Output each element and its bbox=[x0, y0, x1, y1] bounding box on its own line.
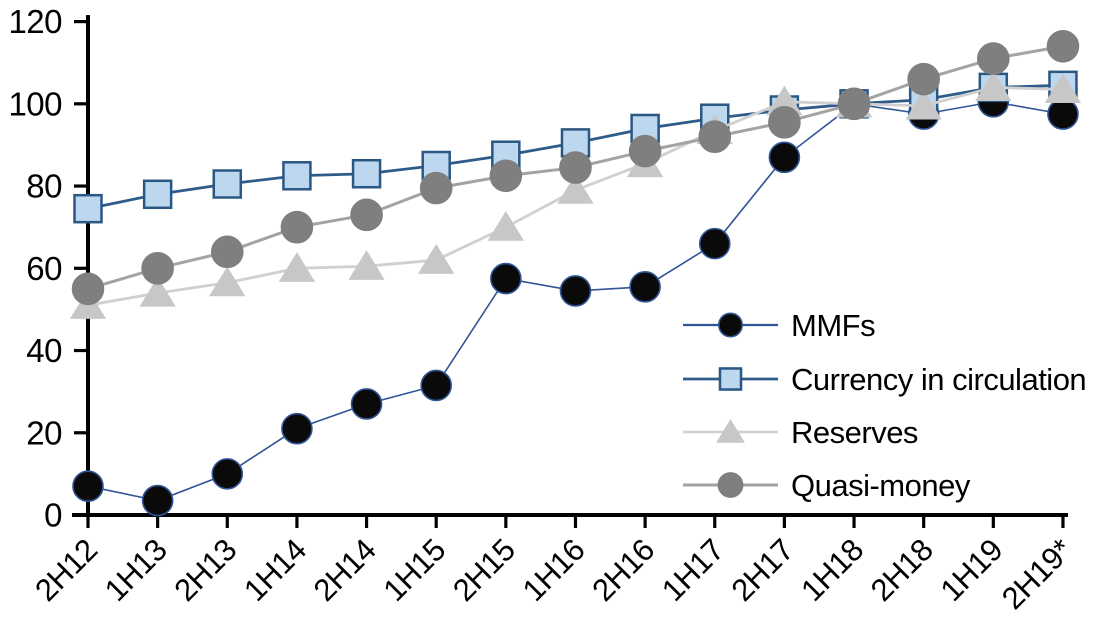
series-marker-currency-in-circulation bbox=[351, 158, 382, 189]
series-marker-reserves bbox=[1044, 73, 1082, 104]
series-marker-quasi-money bbox=[837, 87, 871, 121]
series-marker-mmfs bbox=[559, 275, 592, 307]
series-marker-mmfs bbox=[281, 412, 313, 445]
legend-item-currency-in-circulation: Currency in circulation bbox=[683, 362, 1087, 397]
x-tick-label: 1H14 bbox=[237, 532, 313, 608]
x-tick-label: 1H16 bbox=[516, 532, 592, 608]
series-marker-quasi-money bbox=[350, 198, 383, 232]
series-marker-quasi-money bbox=[907, 62, 940, 96]
series-marker-reserves bbox=[487, 211, 525, 241]
legend-marker-currency-in-circulation bbox=[718, 367, 743, 391]
series-marker-mmfs bbox=[490, 262, 522, 295]
series-marker-quasi-money bbox=[210, 235, 244, 269]
legend-item-mmfs: MMFs bbox=[683, 308, 876, 343]
series-marker-quasi-money bbox=[141, 251, 174, 285]
legend: MMFs Currency in circulation Reserves Quasi… bbox=[683, 308, 1087, 503]
series-marker-quasi-money bbox=[559, 151, 592, 184]
series-quasi-money bbox=[71, 29, 1080, 306]
series-marker-quasi-money bbox=[419, 171, 453, 205]
x-tick-label: 1H18 bbox=[794, 532, 870, 608]
series-marker-quasi-money bbox=[768, 106, 801, 139]
series-marker-currency-in-circulation bbox=[212, 169, 243, 199]
y-tick-label: 120 bbox=[8, 3, 62, 40]
series-marker-reserves bbox=[905, 89, 942, 120]
legend-marker-quasi-money bbox=[717, 472, 744, 498]
y-tick-label: 20 bbox=[26, 414, 62, 451]
series-marker-quasi-money bbox=[71, 272, 105, 306]
y-axis: 0 20 40 60 80 100 120 bbox=[8, 3, 90, 534]
series-marker-reserves bbox=[278, 252, 316, 282]
x-tick-label: 2H16 bbox=[585, 532, 661, 608]
series-marker-mmfs bbox=[629, 271, 661, 303]
x-tick-label: 1H13 bbox=[98, 532, 174, 608]
x-tick-label: 1H19 bbox=[934, 532, 1010, 608]
series-marker-currency-in-circulation bbox=[73, 193, 103, 224]
x-tick-label: 1H15 bbox=[376, 532, 452, 608]
y-tick-label: 100 bbox=[8, 85, 62, 122]
y-tick-label: 80 bbox=[26, 168, 62, 205]
legend-marker-reserves bbox=[716, 419, 745, 443]
legend-item-quasi-money: Quasi-money bbox=[683, 468, 971, 503]
x-tick-label: 2H18 bbox=[864, 532, 940, 608]
series-marker-reserves bbox=[418, 243, 455, 274]
series-marker-quasi-money bbox=[977, 42, 1010, 75]
x-tick-label: 2H13 bbox=[167, 532, 243, 608]
series-marker-reserves bbox=[975, 71, 1012, 102]
series-marker-currency-in-circulation bbox=[282, 161, 312, 191]
series-marker-quasi-money bbox=[1046, 29, 1080, 63]
legend-marker-mmfs bbox=[717, 312, 743, 338]
series-marker-quasi-money bbox=[698, 120, 732, 154]
legend-label-reserves: Reserves bbox=[791, 415, 918, 450]
legend-label-currency-in-circulation: Currency in circulation bbox=[791, 362, 1086, 397]
series-marker-mmfs bbox=[1047, 98, 1079, 130]
x-tick-label: 2H15 bbox=[446, 532, 522, 608]
series-marker-quasi-money bbox=[628, 134, 662, 168]
legend-item-reserves: Reserves bbox=[683, 415, 918, 450]
x-tick-label: 1H17 bbox=[655, 532, 731, 608]
x-tick-label: 2H14 bbox=[307, 532, 383, 608]
series-marker-mmfs bbox=[211, 458, 244, 490]
series-marker-quasi-money bbox=[489, 159, 523, 193]
series-marker-mmfs bbox=[420, 369, 453, 402]
x-tick-label: 2H19* bbox=[995, 532, 1079, 616]
series-marker-mmfs bbox=[72, 470, 104, 503]
series-marker-reserves bbox=[139, 276, 176, 307]
series-marker-mmfs bbox=[768, 141, 801, 174]
x-tick-label: 2H12 bbox=[28, 532, 104, 608]
x-axis: 2H121H132H131H142H141H152H151H162H161H17… bbox=[28, 513, 1079, 616]
x-tick-label: 2H17 bbox=[725, 532, 801, 608]
legend-label-quasi-money: Quasi-money bbox=[791, 468, 971, 503]
series-marker-reserves bbox=[209, 266, 246, 297]
series-marker-currency-in-circulation bbox=[142, 179, 173, 210]
series-marker-mmfs bbox=[350, 388, 383, 420]
y-tick-label: 0 bbox=[44, 497, 62, 534]
series-marker-reserves bbox=[348, 250, 385, 280]
legend-label-mmfs: MMFs bbox=[791, 308, 875, 343]
series-mmfs bbox=[72, 85, 1079, 517]
series-marker-mmfs bbox=[698, 227, 731, 260]
series-marker-reserves bbox=[557, 174, 594, 204]
y-tick-label: 40 bbox=[26, 332, 62, 369]
series-marker-quasi-money bbox=[280, 210, 314, 244]
y-tick-label: 60 bbox=[26, 250, 62, 287]
series-marker-mmfs bbox=[141, 484, 174, 517]
